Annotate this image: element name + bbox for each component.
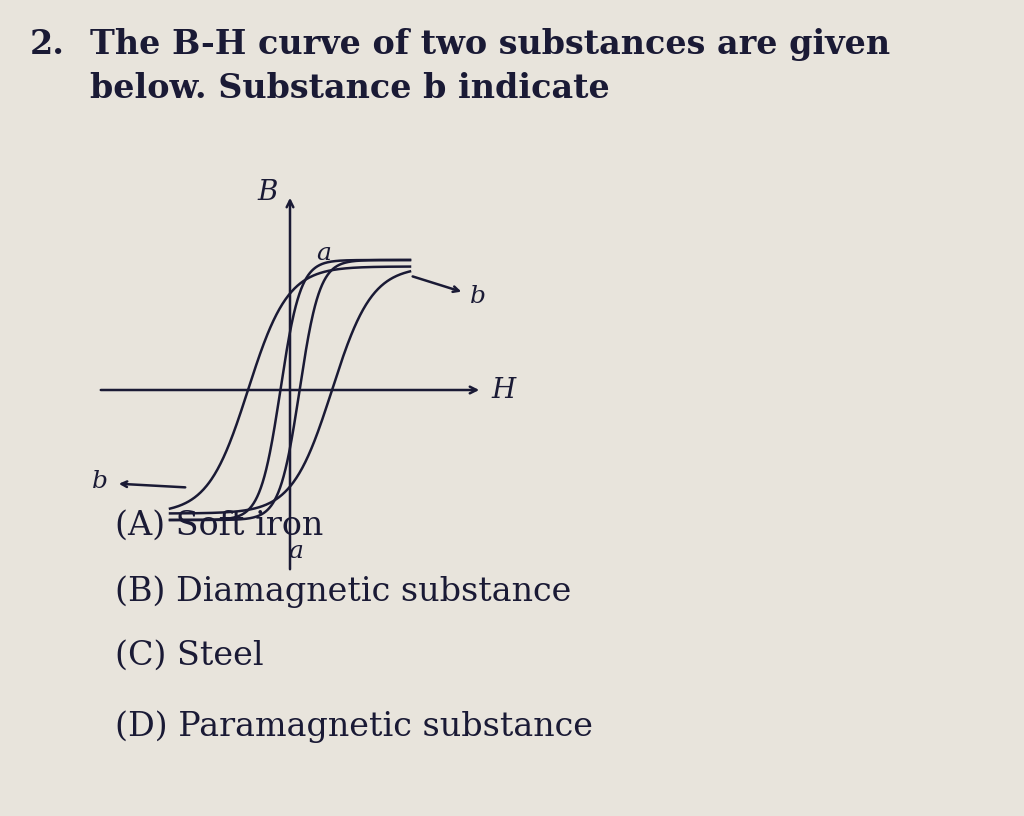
- Text: (A) Soft iron: (A) Soft iron: [115, 510, 324, 542]
- Text: a: a: [289, 539, 303, 562]
- Text: a: a: [316, 242, 332, 265]
- Text: below. Substance b indicate: below. Substance b indicate: [90, 72, 609, 105]
- Text: (D) Paramagnetic substance: (D) Paramagnetic substance: [115, 710, 593, 743]
- Text: b: b: [91, 469, 108, 493]
- Text: The B-H curve of two substances are given: The B-H curve of two substances are give…: [90, 28, 890, 61]
- Text: b: b: [470, 285, 486, 308]
- Text: B: B: [258, 179, 278, 206]
- Text: 2.: 2.: [30, 28, 65, 61]
- Text: (C) Steel: (C) Steel: [115, 640, 263, 672]
- Text: (B) Diamagnetic substance: (B) Diamagnetic substance: [115, 575, 571, 608]
- Text: H: H: [492, 376, 516, 403]
